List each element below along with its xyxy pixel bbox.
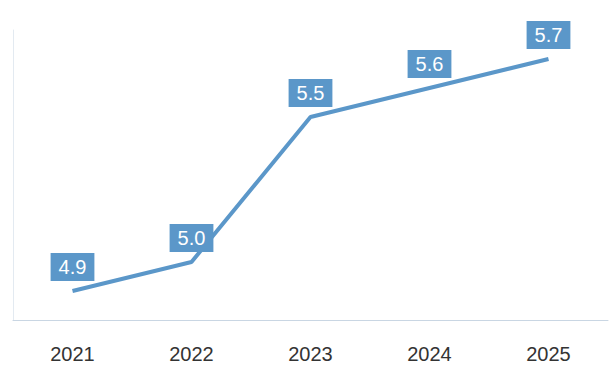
svg-text:5.5: 5.5 [297,82,325,104]
svg-text:2022: 2022 [169,343,214,365]
svg-text:2023: 2023 [288,343,333,365]
svg-text:5.0: 5.0 [178,227,206,249]
svg-text:4.9: 4.9 [59,256,87,278]
svg-text:2024: 2024 [407,343,452,365]
svg-text:5.6: 5.6 [416,53,444,75]
svg-text:2021: 2021 [50,343,95,365]
svg-text:2025: 2025 [526,343,571,365]
svg-text:5.7: 5.7 [535,24,563,46]
